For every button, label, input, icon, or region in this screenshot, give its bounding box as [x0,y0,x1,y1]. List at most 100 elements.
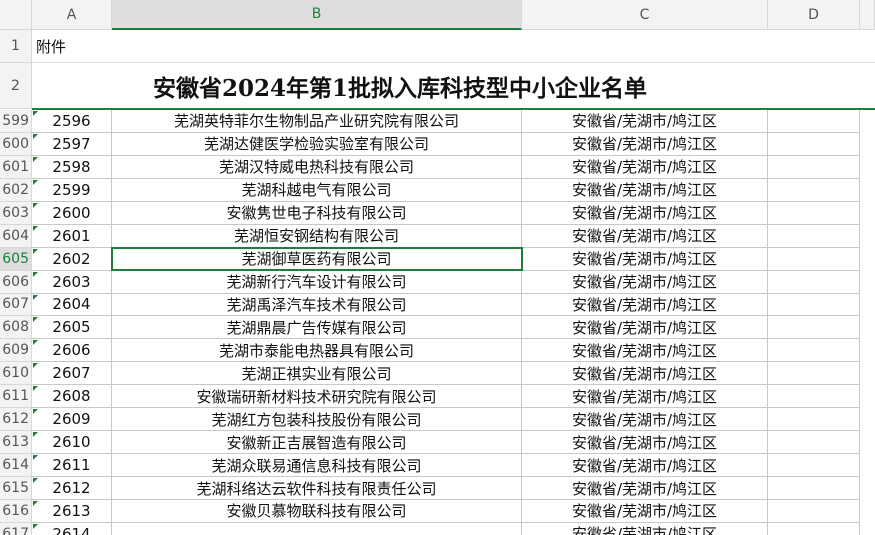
row-header[interactable]: 608 [0,316,32,340]
company-cell[interactable]: 安徽隽世电子科技有限公司 [112,201,522,225]
empty-cell[interactable] [768,385,860,409]
number-cell[interactable]: 2605 [32,316,112,340]
row-header[interactable]: 600 [0,132,32,156]
empty-cell[interactable] [768,522,860,535]
region-cell[interactable]: 安徽省/芜湖市/鸠江区 [522,201,768,225]
empty-cell[interactable] [768,454,860,478]
company-cell[interactable]: 芜湖科络达云软件科技有限责任公司 [112,477,522,500]
number-cell[interactable]: 2613 [32,499,112,523]
region-cell[interactable]: 安徽省/芜湖市/鸠江区 [522,499,768,523]
row-header[interactable]: 613 [0,431,32,455]
row-header[interactable]: 601 [0,155,32,179]
region-cell[interactable]: 安徽省/芜湖市/鸠江区 [522,339,768,363]
number-cell[interactable]: 2601 [32,224,112,248]
company-cell[interactable]: 芜湖红方包装科技股份有限公司 [112,408,522,432]
empty-cell[interactable] [768,110,860,133]
row-header[interactable]: 609 [0,339,32,363]
row-header[interactable]: 616 [0,499,32,523]
row-header[interactable]: 599 [0,110,32,133]
empty-cell[interactable] [768,201,860,225]
empty-cell[interactable] [768,270,860,294]
number-cell[interactable]: 2599 [32,178,112,202]
region-cell[interactable]: 安徽省/芜湖市/鸠江区 [522,270,768,294]
company-cell[interactable]: 安徽新正吉展智造有限公司 [112,431,522,455]
row-header[interactable]: 604 [0,224,32,248]
region-cell[interactable]: 安徽省/芜湖市/鸠江区 [522,454,768,478]
region-cell[interactable]: 安徽省/芜湖市/鸠江区 [522,178,768,202]
column-header[interactable]: A [32,0,112,30]
company-cell[interactable]: 芜湖汉特威电热科技有限公司 [112,155,522,179]
region-cell[interactable]: 安徽省/芜湖市/鸠江区 [522,522,768,535]
region-cell[interactable]: 安徽省/芜湖市/鸠江区 [522,132,768,156]
number-cell[interactable]: 2596 [32,110,112,133]
empty-cell[interactable] [768,339,860,363]
region-cell[interactable]: 安徽省/芜湖市/鸠江区 [522,385,768,409]
number-cell[interactable]: 2598 [32,155,112,179]
number-cell[interactable]: 2612 [32,477,112,500]
company-cell[interactable]: 安徽贝慕物联科技有限公司 [112,499,522,523]
column-header[interactable]: B [112,0,522,30]
company-cell[interactable]: 芜湖英特菲尔生物制品产业研究院有限公司 [112,110,522,133]
row-header[interactable]: 610 [0,362,32,386]
region-cell[interactable]: 安徽省/芜湖市/鸠江区 [522,247,768,271]
row-header[interactable]: 606 [0,270,32,294]
company-cell[interactable]: 安徽瑞研新材料技术研究院有限公司 [112,385,522,409]
empty-cell[interactable] [768,155,860,179]
row-header[interactable]: 615 [0,477,32,500]
row-header[interactable]: 607 [0,293,32,317]
number-cell[interactable]: 2614 [32,522,112,535]
number-cell[interactable]: 2610 [32,431,112,455]
number-cell[interactable]: 2611 [32,454,112,478]
company-cell[interactable]: 芜湖新行汽车设计有限公司 [112,270,522,294]
region-cell[interactable]: 安徽省/芜湖市/鸠江区 [522,408,768,432]
company-cell[interactable]: 芜湖鼎晨广告传媒有限公司 [112,316,522,340]
empty-cell[interactable] [768,362,860,386]
company-cell[interactable]: 芜湖恒安钢结构有限公司 [112,224,522,248]
empty-cell[interactable] [768,499,860,523]
row-header[interactable]: 617 [0,522,32,535]
row-header[interactable]: 603 [0,201,32,225]
company-cell[interactable]: 芜湖正祺实业有限公司 [112,362,522,386]
region-cell[interactable]: 安徽省/芜湖市/鸠江区 [522,110,768,133]
number-cell[interactable]: 2597 [32,132,112,156]
number-cell[interactable]: 2602 [32,247,112,271]
number-cell[interactable]: 2607 [32,362,112,386]
number-cell[interactable]: 2609 [32,408,112,432]
region-cell[interactable]: 安徽省/芜湖市/鸠江区 [522,316,768,340]
region-cell[interactable]: 安徽省/芜湖市/鸠江区 [522,431,768,455]
number-cell[interactable]: 2604 [32,293,112,317]
region-cell[interactable]: 安徽省/芜湖市/鸠江区 [522,155,768,179]
region-cell[interactable]: 安徽省/芜湖市/鸠江区 [522,293,768,317]
company-cell[interactable]: 芜湖科越电气有限公司 [112,178,522,202]
row-header[interactable]: 1 [0,30,32,63]
company-cell[interactable]: 芜湖市泰能电热器具有限公司 [112,339,522,363]
number-cell[interactable]: 2606 [32,339,112,363]
row-header[interactable]: 612 [0,408,32,432]
company-cell[interactable] [112,522,522,535]
empty-cell[interactable] [768,293,860,317]
row-header[interactable]: 2 [0,63,32,109]
region-cell[interactable]: 安徽省/芜湖市/鸠江区 [522,224,768,248]
empty-cell[interactable] [768,316,860,340]
row-header[interactable]: 614 [0,454,32,478]
column-header[interactable]: C [522,0,768,30]
empty-cell[interactable] [768,224,860,248]
empty-cell[interactable] [768,247,860,271]
row-header[interactable]: 611 [0,385,32,409]
region-cell[interactable]: 安徽省/芜湖市/鸠江区 [522,362,768,386]
company-cell[interactable]: 芜湖众联易通信息科技有限公司 [112,454,522,478]
empty-cell[interactable] [768,408,860,432]
number-cell[interactable]: 2600 [32,201,112,225]
region-cell[interactable]: 安徽省/芜湖市/鸠江区 [522,477,768,500]
column-header[interactable]: D [768,0,860,30]
empty-cell[interactable] [768,178,860,202]
empty-cell[interactable] [768,132,860,156]
empty-cell[interactable] [768,431,860,455]
row-header[interactable]: 605 [0,247,32,271]
number-cell[interactable]: 2608 [32,385,112,409]
number-cell[interactable]: 2603 [32,270,112,294]
row-header[interactable]: 602 [0,178,32,202]
company-cell[interactable]: 芜湖达健医学检验实验室有限公司 [112,132,522,156]
empty-cell[interactable] [768,477,860,500]
company-cell[interactable]: 芜湖禹泽汽车技术有限公司 [112,293,522,317]
